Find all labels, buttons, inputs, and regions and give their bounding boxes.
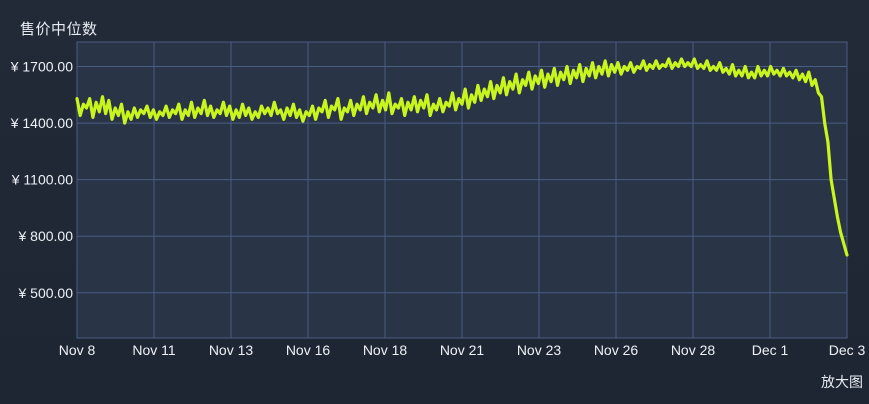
y-tick-label: ¥ 1700.00: [10, 59, 73, 75]
x-tick-label: Dec 3: [829, 342, 866, 358]
y-tick-label: ¥ 800.00: [18, 228, 74, 244]
y-tick-label: ¥ 500.00: [18, 285, 74, 301]
x-tick-label: Nov 13: [209, 342, 254, 358]
x-tick-label: Nov 8: [59, 342, 96, 358]
x-tick-label: Nov 16: [286, 342, 331, 358]
chart-title: 售价中位数: [20, 21, 98, 38]
x-tick-label: Nov 26: [594, 342, 639, 358]
y-tick-label: ¥ 1400.00: [10, 115, 73, 131]
x-tick-label: Nov 23: [517, 342, 562, 358]
series-line: [75, 57, 849, 257]
x-tick-label: Nov 21: [440, 342, 485, 358]
x-tick-label: Dec 1: [752, 342, 789, 358]
x-tick-label: Nov 18: [363, 342, 408, 358]
x-tick-label: Nov 28: [671, 342, 716, 358]
x-tick-label: Nov 11: [132, 342, 176, 358]
y-tick-label: ¥ 1100.00: [11, 172, 73, 188]
zoom-button[interactable]: 放大图: [821, 374, 863, 390]
